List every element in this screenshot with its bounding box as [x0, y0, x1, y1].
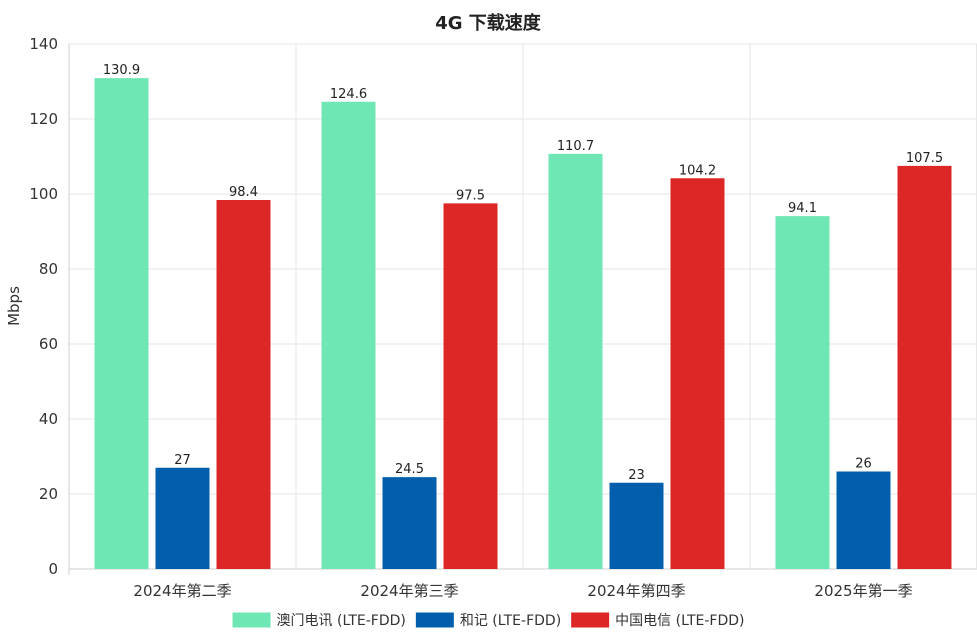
legend-swatch: [571, 612, 610, 628]
legend-item[interactable]: 澳门电讯 (LTE-FDD): [232, 612, 406, 630]
bar: [548, 153, 603, 569]
bar: [216, 200, 271, 569]
y-tick-label: 80: [39, 260, 58, 278]
data-label: 27: [174, 453, 191, 468]
x-tick-label: 2024年第四季: [587, 582, 685, 600]
bar: [836, 471, 891, 569]
chart-title: 4G 下载速度: [435, 12, 542, 34]
data-label: 110.7: [557, 139, 594, 154]
legend-label: 中国电信 (LTE-FDD): [615, 613, 744, 629]
data-label: 130.9: [103, 63, 140, 78]
data-label: 104.2: [679, 163, 716, 178]
bar: [155, 467, 210, 569]
bar: [321, 101, 376, 569]
bar: [897, 165, 952, 569]
legend-swatch: [232, 612, 271, 628]
bar: [609, 482, 664, 569]
legend-label: 和记 (LTE-FDD): [460, 613, 561, 629]
data-label: 107.5: [906, 151, 943, 166]
y-tick-label: 120: [29, 110, 58, 128]
bar: [670, 178, 725, 569]
bar: [94, 78, 149, 569]
legend-swatch: [415, 612, 454, 628]
data-label: 23: [628, 468, 645, 483]
x-tick-label: 2024年第三季: [360, 582, 458, 600]
data-labels: 130.9 27 98.4 124.6 24.5 97.5 110.7 23 104.2 94.1…: [103, 63, 943, 483]
x-tick-label: 2025年第一季: [814, 582, 912, 600]
axis-ticks: 0 20 40 60 80 100 120 140 2024年第二季 2024年第三季 2024年第…: [29, 35, 912, 600]
y-tick-label: 100: [29, 185, 58, 203]
y-tick-label: 0: [48, 560, 58, 578]
y-tick-label: 40: [39, 410, 58, 428]
y-tick-label: 20: [39, 485, 58, 503]
legend: 澳门电讯 (LTE-FDD) 和记 (LTE-FDD) 中国电信 (LTE-FDD): [232, 612, 744, 630]
legend-item[interactable]: 中国电信 (LTE-FDD): [571, 612, 744, 630]
legend-item[interactable]: 和记 (LTE-FDD): [415, 612, 561, 630]
bars: [94, 78, 952, 569]
data-label: 98.4: [229, 185, 258, 200]
data-label: 97.5: [456, 188, 485, 203]
bar: [382, 477, 437, 569]
data-label: 94.1: [788, 201, 817, 216]
x-tick-label: 2024年第二季: [133, 582, 231, 600]
data-label: 26: [855, 457, 872, 472]
y-axis-label: Mbps: [5, 286, 23, 326]
bar: [443, 203, 498, 569]
bar: [775, 216, 830, 569]
data-label: 124.6: [330, 87, 367, 102]
y-tick-label: 60: [39, 335, 58, 353]
data-label: 24.5: [395, 462, 424, 477]
legend-label: 澳门电讯 (LTE-FDD): [277, 613, 406, 629]
y-tick-label: 140: [29, 35, 58, 53]
